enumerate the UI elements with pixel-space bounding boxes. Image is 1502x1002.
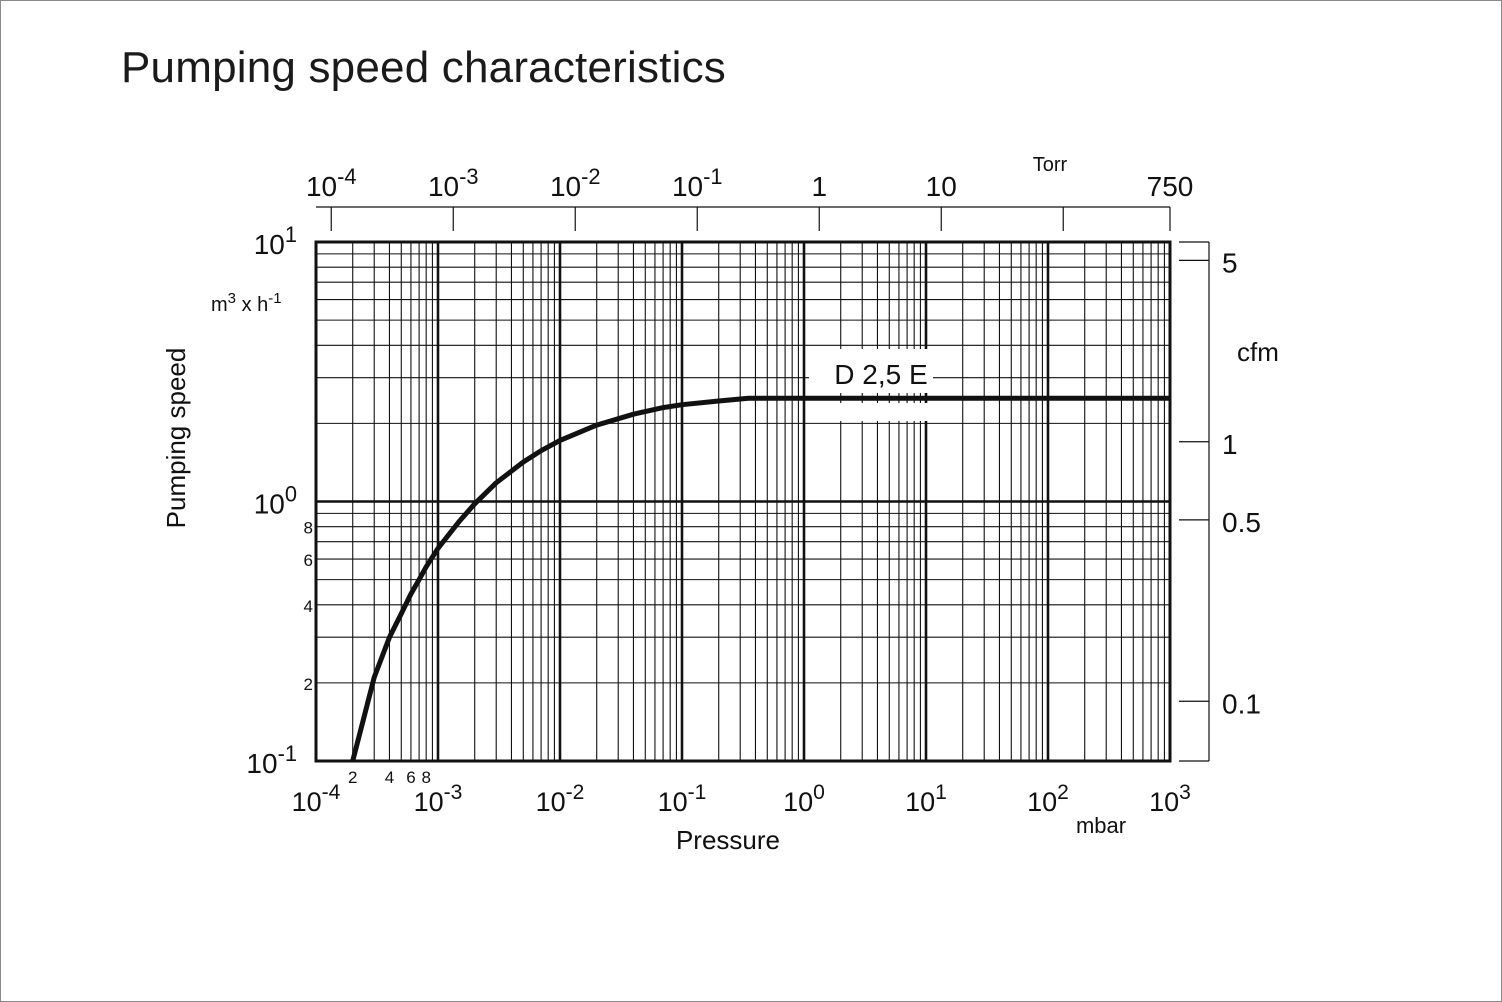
x-tick-label: 101 bbox=[905, 781, 947, 817]
series-label: D 2,5 E bbox=[834, 359, 927, 390]
top-tick-label: 10-2 bbox=[550, 164, 601, 202]
right-tick-label: 0.1 bbox=[1222, 688, 1261, 719]
plot-grid bbox=[314, 242, 1170, 761]
x-tick-label: 10-2 bbox=[536, 781, 585, 817]
x-minor-tick-label: 2 bbox=[348, 768, 357, 787]
y-axis-label: Pumping speed bbox=[161, 348, 191, 529]
top-axis-unit: Torr bbox=[1033, 154, 1068, 176]
y-tick-label: 101 bbox=[254, 222, 297, 260]
top-tick-label: 10-4 bbox=[306, 164, 357, 202]
right-tick-label: 0.5 bbox=[1222, 507, 1261, 538]
y-minor-tick-label: 8 bbox=[304, 519, 313, 538]
x-tick-label: 100 bbox=[783, 781, 825, 817]
y-axis-unit: m3 x h-1 bbox=[211, 290, 282, 316]
x-tick-label: 10-3 bbox=[414, 781, 463, 817]
y-minor-tick-label: 2 bbox=[304, 675, 313, 694]
y-minor-tick-label: 6 bbox=[304, 551, 313, 570]
plot-frame bbox=[314, 240, 1172, 763]
x-minor-tick-label: 8 bbox=[421, 768, 430, 787]
x-minor-tick-label: 4 bbox=[385, 768, 394, 787]
top-tick-label: 1 bbox=[811, 171, 827, 202]
series-label-bg bbox=[809, 349, 933, 393]
x-axis-label: Pressure bbox=[676, 825, 780, 855]
top-tick-label: 10-1 bbox=[672, 164, 723, 202]
series-line-d25e bbox=[350, 395, 1170, 762]
right-tick-label: 1 bbox=[1222, 429, 1238, 460]
top-tick-label: 10 bbox=[926, 171, 957, 202]
x-tick-label: 103 bbox=[1149, 781, 1191, 817]
x-tick-label: 102 bbox=[1027, 781, 1069, 817]
page-title: Pumping speed characteristics bbox=[121, 43, 726, 92]
y-tick-label: 10-1 bbox=[246, 741, 297, 779]
x-tick-label: 10-1 bbox=[658, 781, 707, 817]
top-tick-label: 10-3 bbox=[428, 164, 479, 202]
series-label-bg bbox=[809, 403, 933, 421]
x-axis-unit: mbar bbox=[1076, 813, 1126, 838]
x-tick-label: 10-4 bbox=[292, 781, 341, 817]
y-tick-label: 100 bbox=[254, 482, 297, 520]
y-minor-tick-label: 4 bbox=[304, 597, 313, 616]
x-minor-tick-label: 6 bbox=[406, 768, 415, 787]
top-tick-label: 750 bbox=[1147, 171, 1194, 202]
right-tick-label: 5 bbox=[1222, 247, 1238, 278]
right-axis-unit: cfm bbox=[1237, 337, 1279, 367]
